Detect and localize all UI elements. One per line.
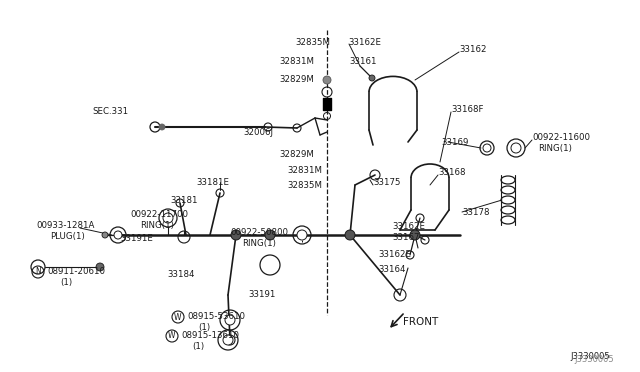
Text: (1): (1)	[192, 342, 204, 351]
Circle shape	[297, 230, 307, 240]
Text: N: N	[35, 267, 41, 276]
Text: 33181: 33181	[170, 196, 198, 205]
Text: RING(1): RING(1)	[538, 144, 572, 153]
Circle shape	[159, 124, 165, 130]
Text: 33164: 33164	[378, 265, 406, 274]
Circle shape	[345, 230, 355, 240]
Text: RING(1): RING(1)	[140, 221, 174, 230]
Circle shape	[369, 75, 375, 81]
Text: 00933-1281A: 00933-1281A	[36, 221, 94, 230]
Text: 33162E: 33162E	[348, 38, 381, 47]
Text: (1): (1)	[60, 278, 72, 287]
Text: 32831M: 32831M	[279, 57, 314, 66]
Circle shape	[225, 315, 235, 325]
Text: 33175: 33175	[373, 178, 401, 187]
Text: 33191: 33191	[248, 290, 275, 299]
Circle shape	[163, 213, 173, 223]
Text: 33184: 33184	[167, 270, 195, 279]
Circle shape	[231, 230, 241, 240]
Text: FRONT: FRONT	[403, 317, 438, 327]
Text: RING(1): RING(1)	[242, 239, 276, 248]
Circle shape	[323, 76, 331, 84]
Text: 32006J: 32006J	[243, 128, 273, 137]
Text: PLUG(1): PLUG(1)	[50, 232, 84, 241]
Circle shape	[223, 335, 233, 345]
Circle shape	[410, 230, 420, 240]
Text: 33168: 33168	[438, 168, 465, 177]
Text: 00922-11600: 00922-11600	[532, 133, 590, 142]
Text: 33169: 33169	[441, 138, 468, 147]
Text: 33162E: 33162E	[378, 250, 411, 259]
Circle shape	[483, 144, 491, 152]
Text: 08915-13610: 08915-13610	[181, 331, 239, 340]
Text: 33162E: 33162E	[392, 222, 425, 231]
Text: 33191E: 33191E	[120, 234, 153, 243]
Text: SEC.331: SEC.331	[92, 107, 128, 116]
Text: 33167: 33167	[392, 233, 419, 242]
Text: J3330005: J3330005	[570, 352, 610, 361]
Text: 08911-20610: 08911-20610	[47, 267, 105, 276]
Text: 00922-11700: 00922-11700	[130, 210, 188, 219]
Text: 32829M: 32829M	[279, 75, 314, 84]
Text: 00922-50800: 00922-50800	[230, 228, 288, 237]
Text: 32835M: 32835M	[295, 38, 330, 47]
Circle shape	[265, 230, 275, 240]
Text: (1): (1)	[198, 323, 210, 332]
Circle shape	[96, 263, 104, 271]
Circle shape	[511, 143, 521, 153]
Text: 32831M: 32831M	[287, 166, 322, 175]
Text: 32835M: 32835M	[287, 181, 322, 190]
Text: 33168F: 33168F	[451, 105, 483, 114]
Text: W: W	[174, 312, 182, 321]
Circle shape	[114, 231, 122, 239]
Text: W: W	[168, 331, 176, 340]
Text: 08915-53610: 08915-53610	[187, 312, 245, 321]
Text: 33178: 33178	[462, 208, 490, 217]
Text: 33162: 33162	[459, 45, 486, 54]
Circle shape	[102, 232, 108, 238]
Text: 33161: 33161	[349, 57, 376, 66]
Text: 32829M: 32829M	[279, 150, 314, 159]
Text: J3330005: J3330005	[574, 355, 614, 364]
Text: 33181E: 33181E	[196, 178, 229, 187]
